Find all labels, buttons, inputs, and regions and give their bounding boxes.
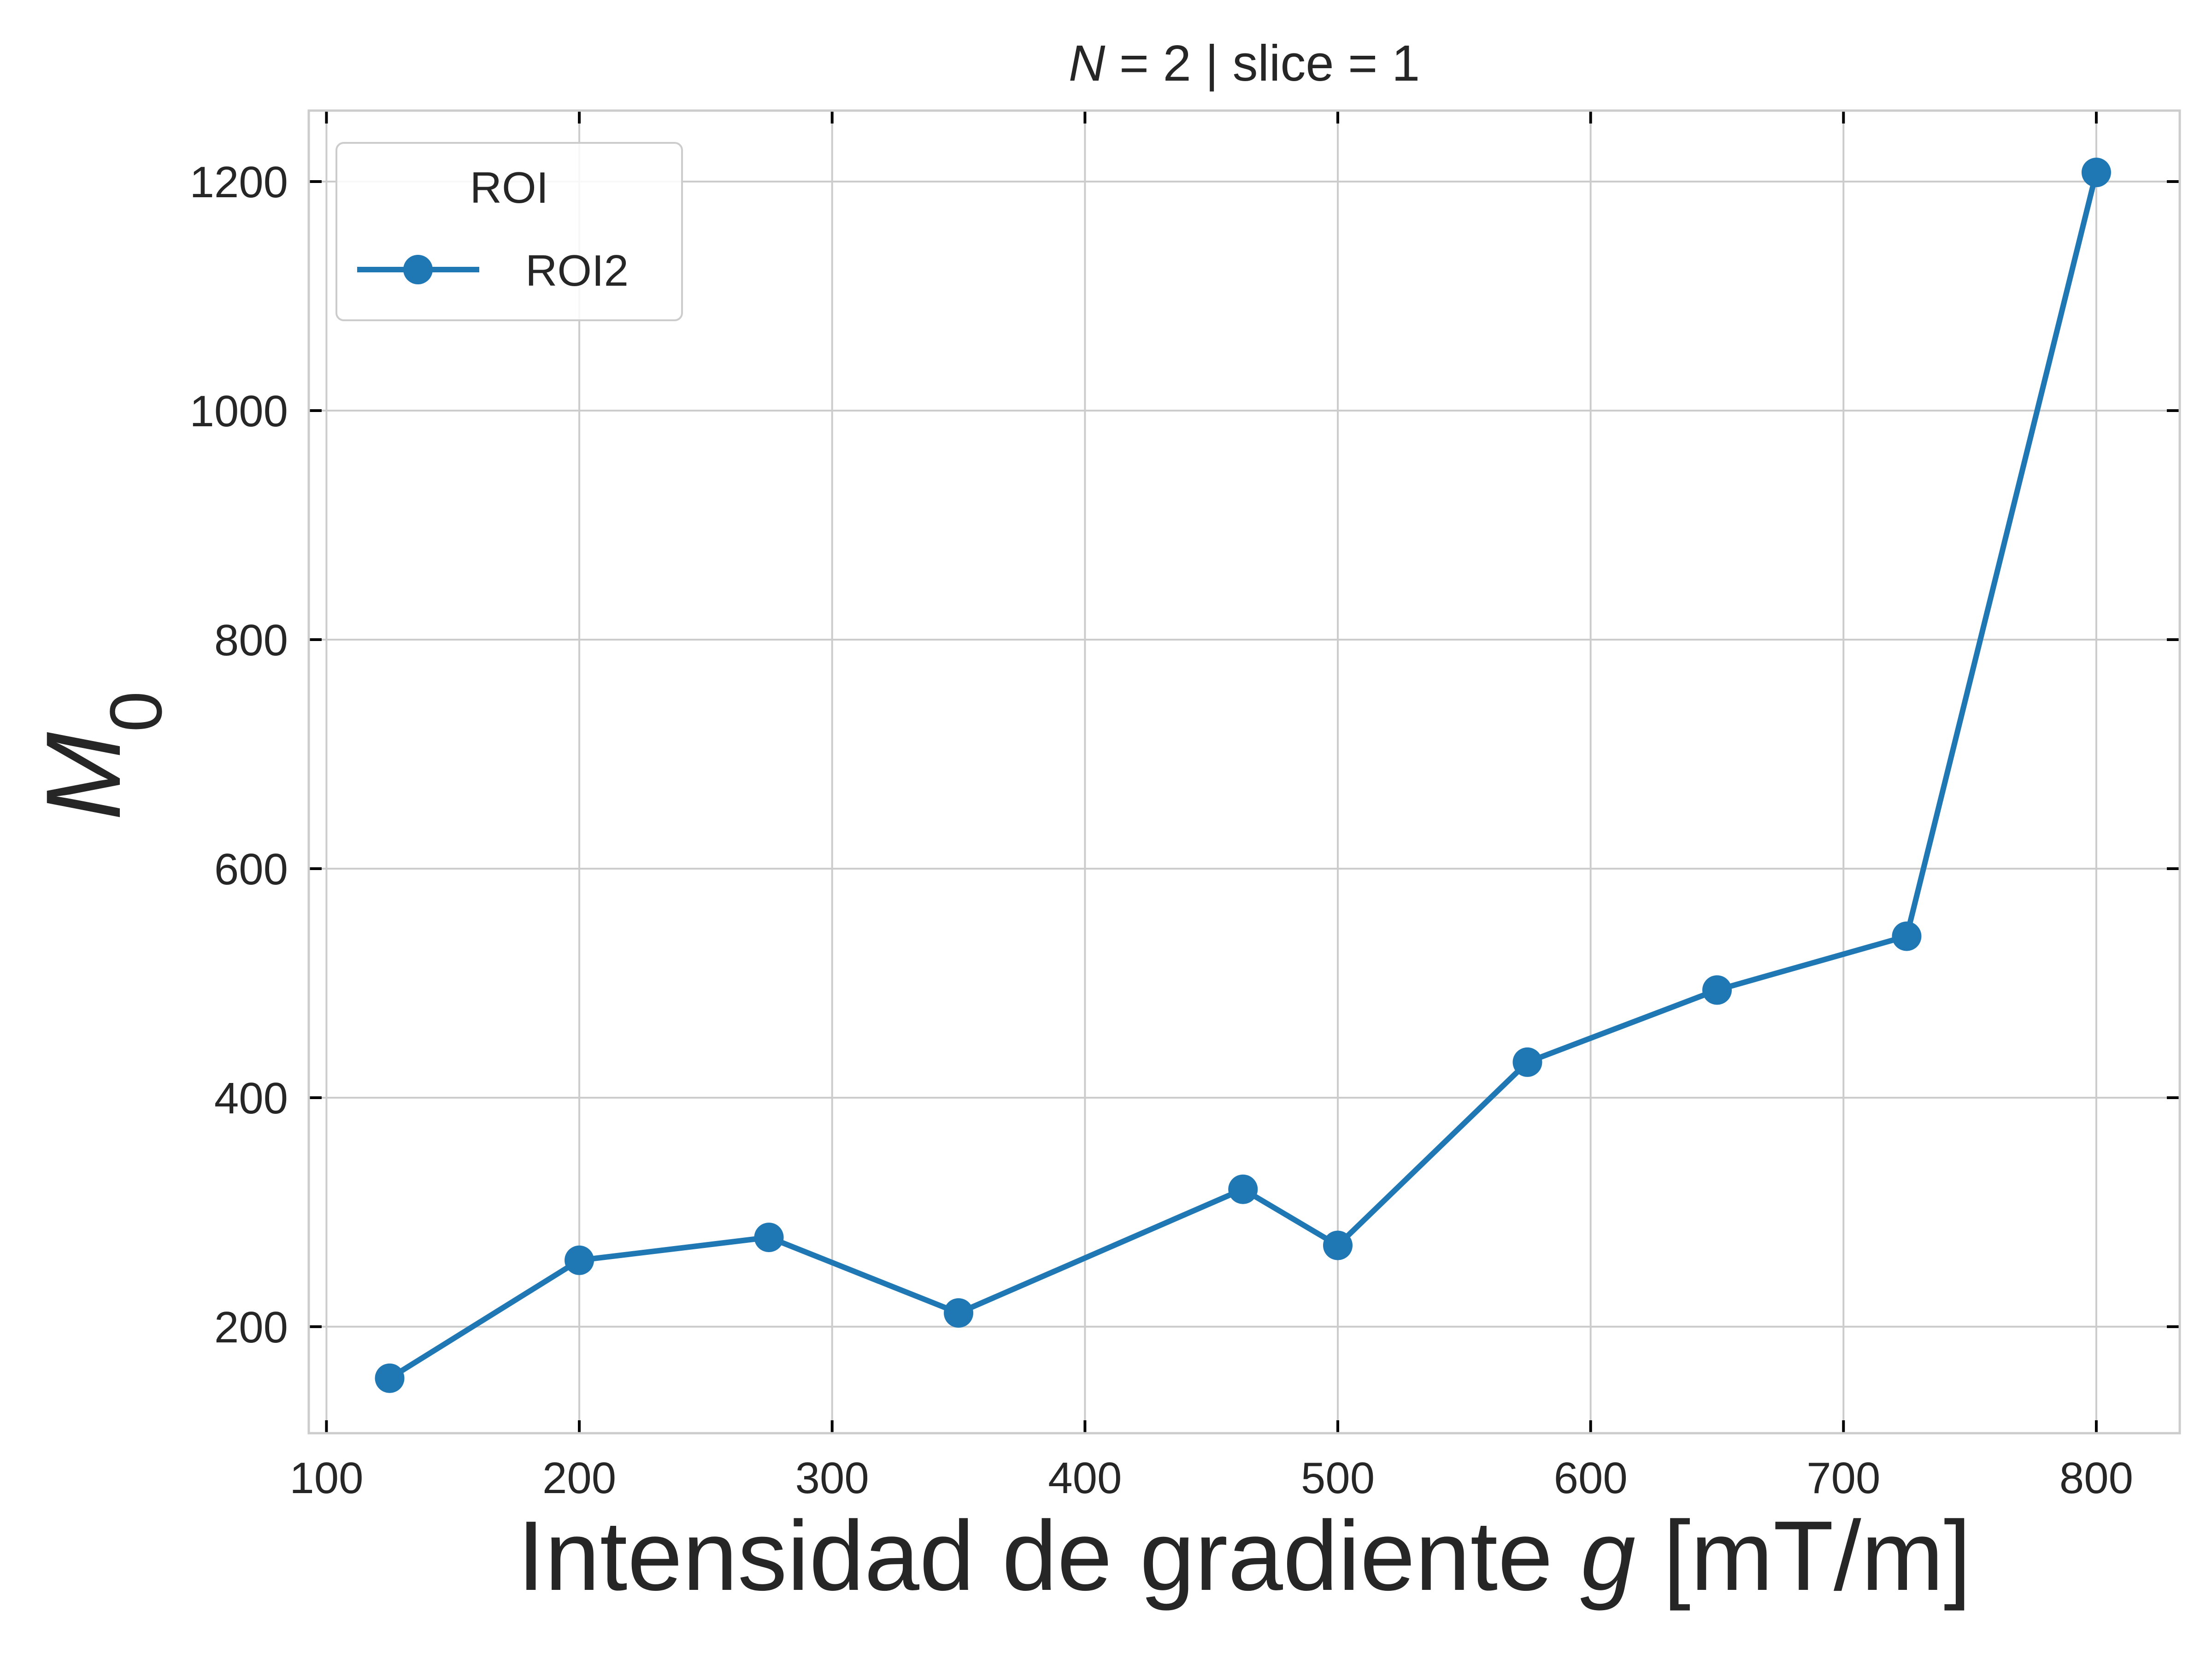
x-tick-label: 800 <box>2059 1453 2133 1503</box>
x-tick-label: 400 <box>1048 1453 1122 1503</box>
x-label-variable: g <box>1581 1500 1636 1611</box>
y-tick-label: 600 <box>214 845 288 894</box>
data-point <box>754 1223 784 1253</box>
legend-marker-roi2 <box>403 255 433 284</box>
x-tick-label: 700 <box>1806 1453 1880 1503</box>
series-layer <box>375 158 2111 1393</box>
data-point <box>1323 1230 1353 1260</box>
series-line-roi2 <box>388 171 2099 1381</box>
x-axis-label: Intensidad de gradiente g [mT/m] <box>517 1500 1971 1611</box>
y-tick-label: 1200 <box>189 158 288 207</box>
x-tick-label: 300 <box>795 1453 869 1503</box>
x-label-suffix: [mT/m] <box>1635 1500 1971 1611</box>
data-point <box>565 1245 594 1275</box>
legend-label-roi2: ROI2 <box>525 246 629 295</box>
chart-title: N = 2 | slice = 1 <box>1069 35 1420 92</box>
y-label-base: M <box>24 732 142 820</box>
x-tick-label: 500 <box>1301 1453 1375 1503</box>
grid <box>309 111 2180 1433</box>
data-point <box>375 1363 405 1393</box>
y-axis-label: M0 <box>24 691 177 821</box>
data-point <box>944 1298 974 1328</box>
legend: ROI ROI2 <box>335 142 683 321</box>
data-point <box>1892 921 1922 951</box>
y-tick-label: 400 <box>214 1074 288 1123</box>
axis-ticks: 100 200 300 400 500 600 700 800 200 400 600 800 1000… <box>189 111 2180 1503</box>
x-label-prefix: Intensidad de gradiente <box>517 1500 1580 1611</box>
x-tick-label: 100 <box>289 1453 363 1503</box>
data-point <box>1512 1047 1542 1077</box>
y-tick-label: 1000 <box>189 387 288 436</box>
y-tick-label: 200 <box>214 1303 288 1352</box>
legend-title: ROI <box>470 163 549 212</box>
title-variable: N <box>1069 35 1106 92</box>
plot-frame <box>307 109 2181 1435</box>
y-tick-label: 800 <box>214 616 288 665</box>
data-point <box>1228 1174 1258 1204</box>
x-tick-label: 600 <box>1554 1453 1628 1503</box>
title-rest: = 2 | slice = 1 <box>1105 35 1420 92</box>
data-point <box>2081 158 2111 188</box>
x-tick-label: 200 <box>542 1453 616 1503</box>
data-point <box>1702 975 1732 1005</box>
y-label-subscript: 0 <box>94 691 177 732</box>
